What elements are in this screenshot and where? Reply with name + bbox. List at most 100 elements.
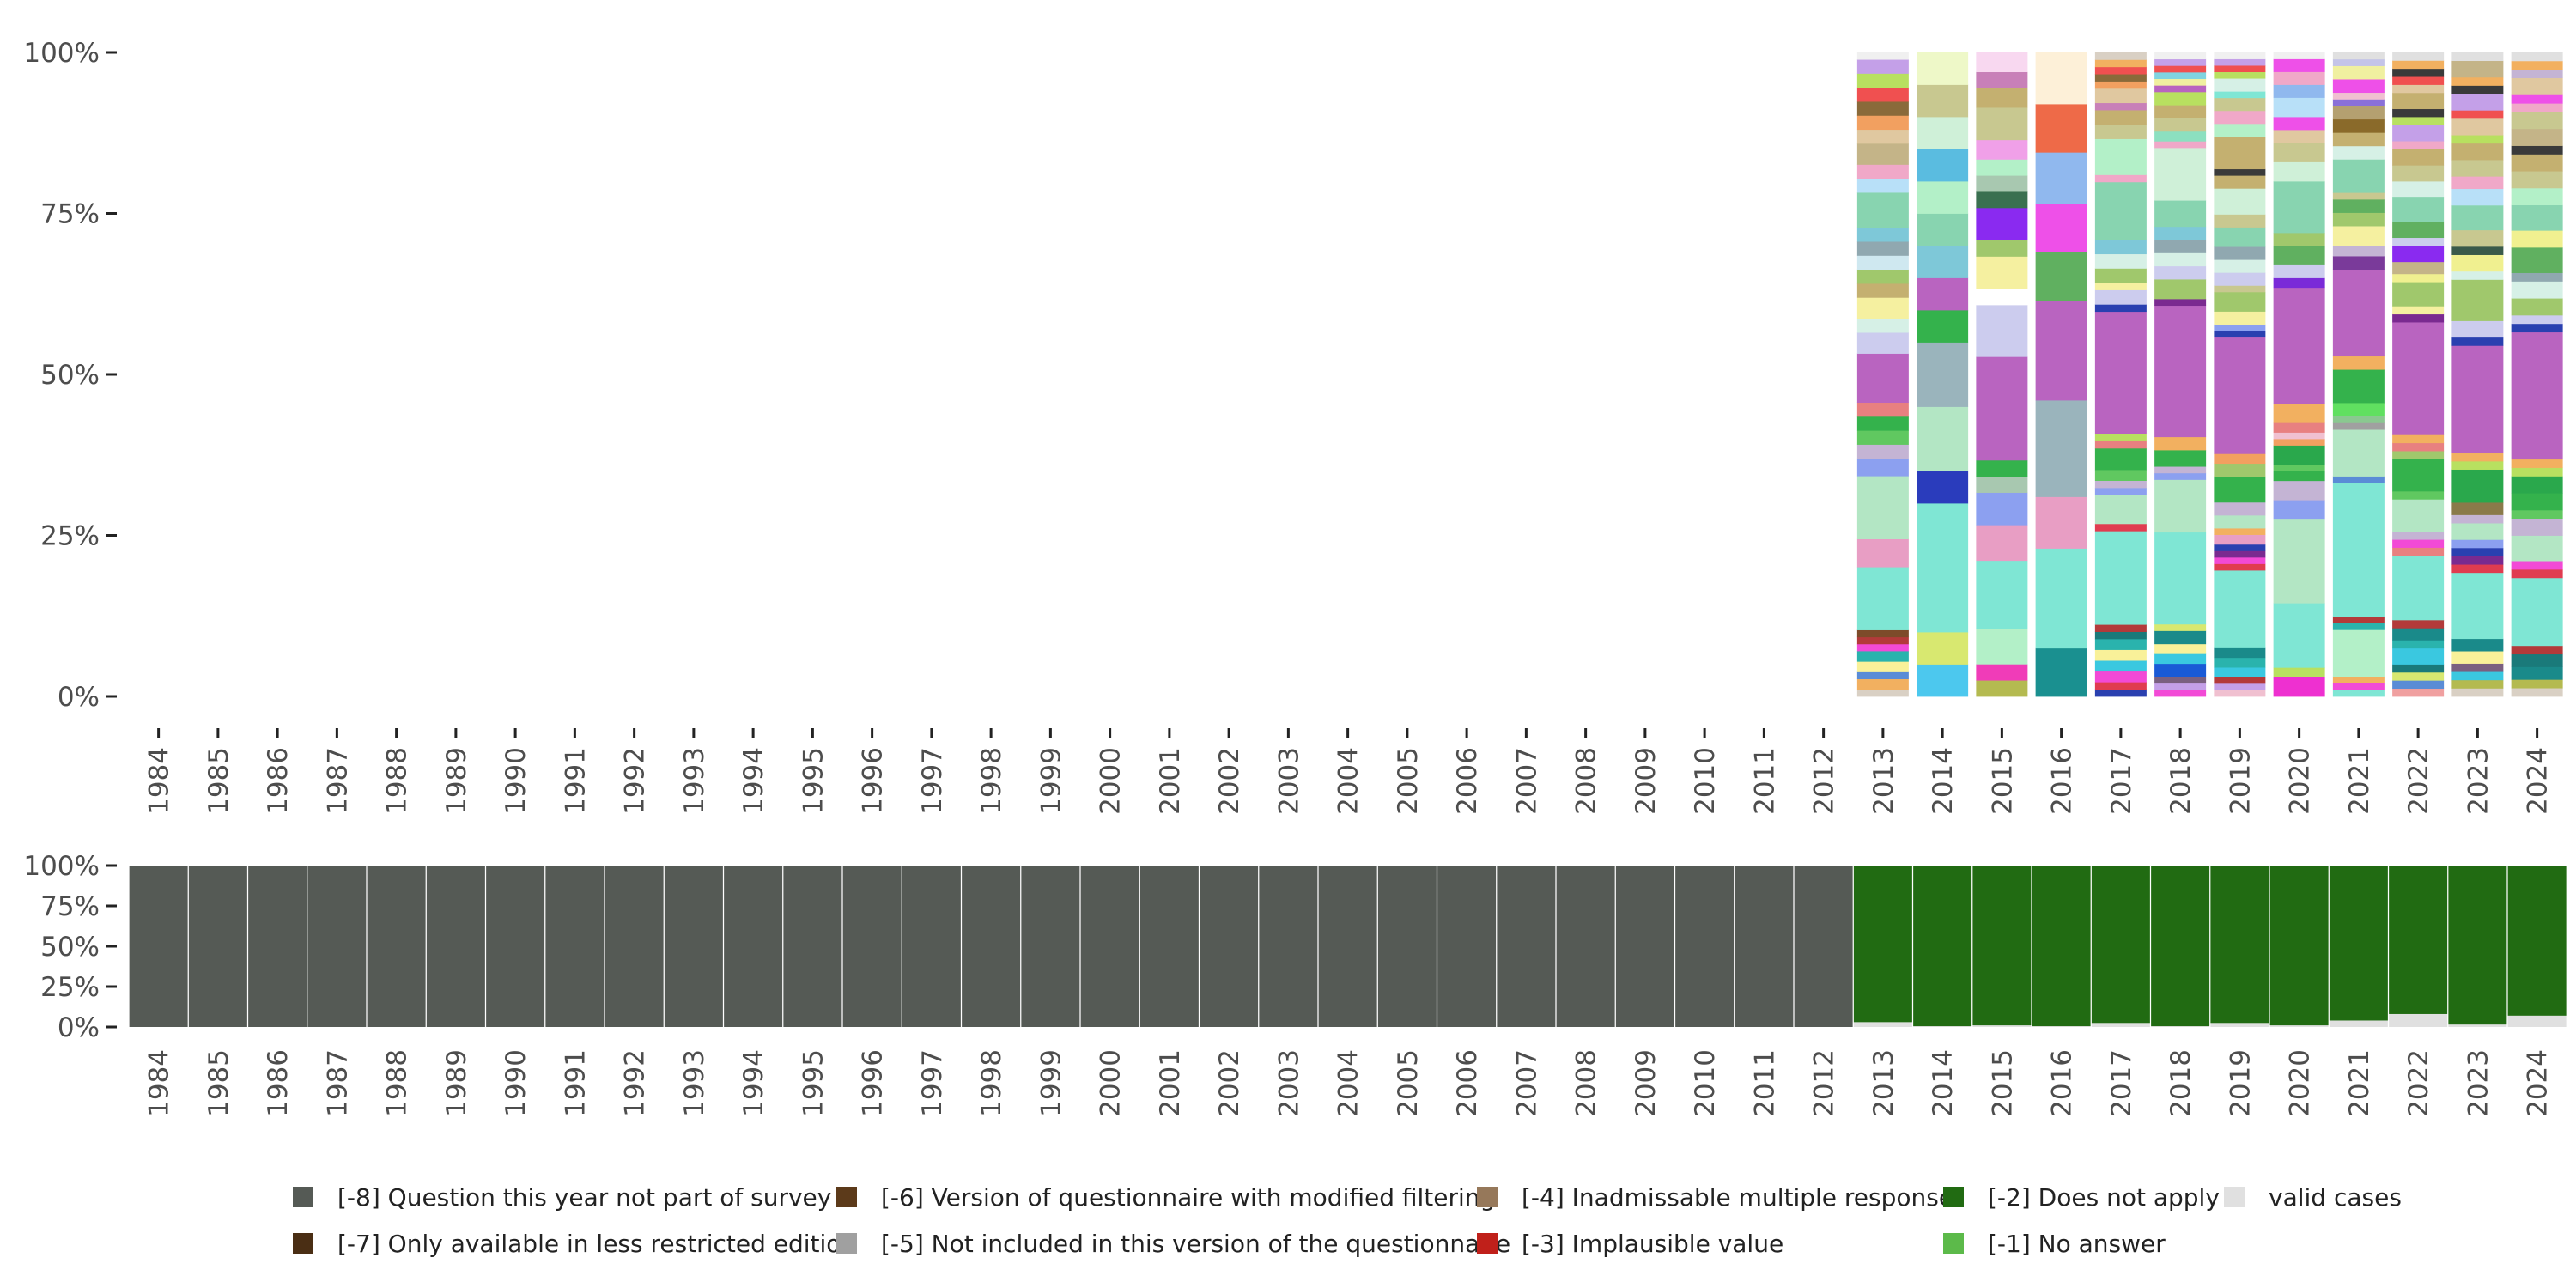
top-bar-segment-2013 xyxy=(1856,52,1909,60)
bottom-bar-segment-2005 xyxy=(1377,866,1437,1027)
top-bar-segment-2018 xyxy=(2154,240,2207,253)
bottom-bar-segment-2013 xyxy=(1853,1022,1912,1027)
top-bar-segment-2022 xyxy=(2392,282,2445,307)
bottom-x-tick-label: 2013 xyxy=(1868,1049,1899,1117)
top-x-tick-label: 2011 xyxy=(1749,747,1780,815)
top-bar-segment-2013 xyxy=(1856,297,1909,319)
top-bar-segment-2019 xyxy=(2214,175,2266,189)
bottom-x-tick-label: 1985 xyxy=(204,1049,234,1117)
top-bar-segment-2014 xyxy=(1917,310,1969,343)
top-bar-segment-2017 xyxy=(2094,531,2147,625)
top-bar-segment-2018 xyxy=(2154,677,2207,684)
top-bar-segment-2013 xyxy=(1856,269,1909,284)
bottom-y-tick-label: 75% xyxy=(40,891,100,922)
top-bar-segment-2020 xyxy=(2273,97,2325,118)
top-bar-segment-2018 xyxy=(2154,643,2207,654)
top-bar-segment-2014 xyxy=(1917,471,1969,504)
top-x-tick-label: 2009 xyxy=(1631,747,1662,815)
top-bar-segment-2015 xyxy=(1976,664,2028,681)
bottom-bar-segment-1999 xyxy=(1021,866,1080,1027)
top-bar-segment-2024 xyxy=(2511,476,2563,494)
top-bar-segment-2017 xyxy=(2094,487,2147,495)
top-bar-segment-2022 xyxy=(2392,149,2445,166)
bottom-x-tick-label: 1994 xyxy=(738,1049,769,1117)
top-bar-segment-2024 xyxy=(2511,94,2563,104)
top-bar-segment-2017 xyxy=(2094,52,2147,60)
top-bar-segment-2018 xyxy=(2154,532,2207,625)
top-bar-segment-2022 xyxy=(2392,125,2445,142)
top-bar-segment-2015 xyxy=(1976,191,2028,209)
top-bar-segment-2023 xyxy=(2451,270,2504,280)
bottom-x-tick-label: 2019 xyxy=(2225,1049,2256,1117)
bottom-bar-segment-1989 xyxy=(426,866,485,1027)
top-bar-segment-2023 xyxy=(2451,556,2504,565)
top-x-tick-label: 2017 xyxy=(2106,747,2137,815)
legend-label: [-2] Does not apply xyxy=(1988,1183,2220,1212)
top-bar-segment-2022 xyxy=(2392,628,2445,641)
legend-label: [-3] Implausible value xyxy=(1522,1230,1783,1258)
top-bar-segment-2018 xyxy=(2154,472,2207,480)
top-x-tick-label: 1991 xyxy=(560,747,591,815)
top-bar-segment-2019 xyxy=(2214,324,2266,331)
legend: [-8] Question this year not part of surv… xyxy=(293,1183,2402,1258)
top-bar-segment-2013 xyxy=(1856,629,1909,638)
top-bar-segment-2022 xyxy=(2392,246,2445,263)
bottom-bar-segment-2017 xyxy=(2091,1023,2150,1027)
top-bar-segment-2015 xyxy=(1976,175,2028,192)
bottom-x-tick-label: 1988 xyxy=(382,1049,413,1117)
bottom-x-tick-label: 1984 xyxy=(144,1049,175,1117)
top-bar-segment-2013 xyxy=(1856,458,1909,477)
top-bar-segment-2023 xyxy=(2451,246,2504,255)
bottom-x-tick-label: 2009 xyxy=(1631,1049,1662,1117)
top-bar-segment-2013 xyxy=(1856,567,1909,630)
top-bar-segment-2019 xyxy=(2214,78,2266,92)
top-bar-segment-2013 xyxy=(1856,643,1909,652)
top-bar-segment-2024 xyxy=(2511,577,2563,647)
top-x-tick-label: 1990 xyxy=(501,747,532,815)
top-bar-segment-2023 xyxy=(2451,572,2504,640)
top-x-tick-label: 1986 xyxy=(263,747,294,815)
top-bar-segment-2022 xyxy=(2392,531,2445,540)
top-bar-segment-2014 xyxy=(1917,84,1969,118)
top-bar-segment-2021 xyxy=(2332,669,2385,677)
top-bar-segment-2013 xyxy=(1856,689,1909,697)
bottom-x-tick-label: 1998 xyxy=(976,1049,1007,1117)
top-bar-segment-2017 xyxy=(2094,124,2147,139)
legend-swatch xyxy=(1477,1187,1498,1207)
top-bar-segment-2024 xyxy=(2511,493,2563,511)
bottom-y-tick-label: 25% xyxy=(40,972,100,1003)
legend-label: [-7] Only available in less restricted e… xyxy=(337,1230,856,1258)
top-bar-segment-2021 xyxy=(2332,132,2385,147)
top-bar-segment-2021 xyxy=(2332,355,2385,370)
top-x-tick-label: 1984 xyxy=(144,747,175,815)
top-bar-segment-2016 xyxy=(2035,204,2087,252)
top-bar-segment-2019 xyxy=(2214,563,2266,571)
bottom-bar-segment-1996 xyxy=(842,866,902,1027)
top-bar-segment-2015 xyxy=(1976,107,2028,141)
top-bar-segment-2024 xyxy=(2511,60,2563,70)
top-bar-segment-2023 xyxy=(2451,229,2504,247)
top-bar-segment-2013 xyxy=(1856,671,1909,680)
top-bar-segment-2022 xyxy=(2392,60,2445,70)
top-bar-segment-2016 xyxy=(2035,252,2087,301)
bottom-bar-segment-2022 xyxy=(2389,866,2448,1014)
top-bar-segment-2020 xyxy=(2273,432,2325,440)
top-bar-segment-2015 xyxy=(1976,256,2028,289)
top-bar-segment-2017 xyxy=(2094,181,2147,240)
top-bar-segment-2013 xyxy=(1856,255,1909,270)
top-x-tick-label: 2019 xyxy=(2225,747,2256,815)
top-bar-segment-2017 xyxy=(2094,239,2147,255)
top-bar-segment-2022 xyxy=(2392,108,2445,118)
bottom-x-tick-label: 1991 xyxy=(560,1049,591,1117)
top-bar-segment-2022 xyxy=(2392,451,2445,459)
top-bar-segment-2020 xyxy=(2273,603,2325,668)
top-bar-segment-2018 xyxy=(2154,630,2207,645)
top-bar-segment-2021 xyxy=(2332,269,2385,357)
top-bar-segment-2024 xyxy=(2511,568,2563,579)
top-bar-segment-2013 xyxy=(1856,241,1909,256)
top-bar-segment-2018 xyxy=(2154,118,2207,132)
top-bar-segment-2014 xyxy=(1917,149,1969,182)
top-bar-segment-2024 xyxy=(2511,331,2563,460)
top-bar-segment-2020 xyxy=(2273,403,2325,423)
bottom-bar-segment-2002 xyxy=(1200,866,1259,1027)
